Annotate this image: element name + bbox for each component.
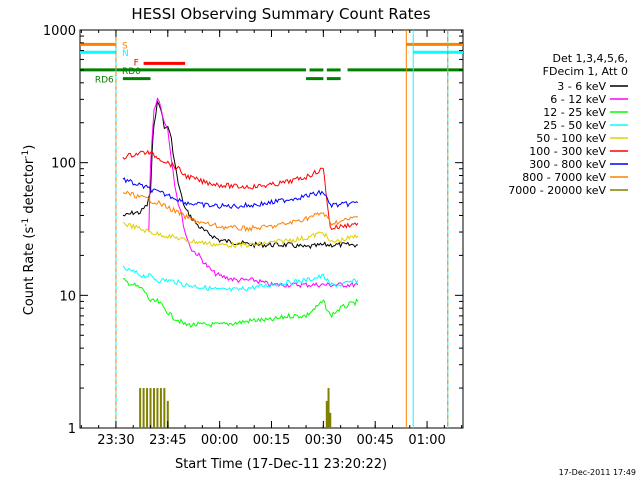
- legend-label: 7000 - 20000 keV: [508, 184, 606, 197]
- legend-label: 100 - 300 keV: [529, 145, 606, 158]
- legend-label: 3 - 6 keV: [557, 80, 606, 93]
- series-line-300-800-kev: [122, 177, 359, 210]
- legend-header: FDecim 1, Att 0: [543, 65, 628, 78]
- footer-timestamp: 17-Dec-2011 17:49: [559, 468, 636, 477]
- y-tick-label: 100: [51, 157, 76, 172]
- y-tick-label: 1: [68, 422, 76, 437]
- state-bar-label-rd6: RD6: [95, 76, 114, 86]
- y-axis-label-part: -1: [21, 218, 31, 227]
- series-lines: [122, 97, 359, 428]
- state-bar-label-s: S: [122, 41, 128, 51]
- series-line-12-25-kev: [122, 278, 359, 329]
- x-tick-label: 00:00: [201, 433, 238, 448]
- axes: 23:30 23:45 00:00 00:15 00:30 00:45 01:00 1 10 10…: [43, 24, 463, 448]
- legend-label: 12 - 25 keV: [543, 106, 606, 119]
- x-tick-label: 00:45: [356, 433, 393, 448]
- legend: Det 1,3,4,5,6,FDecim 1, Att 0 3 - 6 keV6 …: [508, 52, 628, 197]
- x-axis-label: Start Time (17-Dec-11 23:20:22): [175, 457, 387, 472]
- series-line-50-100-kev: [122, 221, 359, 249]
- y-tick-label: 10: [59, 289, 76, 304]
- y-axis-label-part: Count Rate (s: [22, 227, 37, 316]
- legend-label: 300 - 800 keV: [529, 158, 606, 171]
- y-axis-label-part: ): [22, 145, 37, 150]
- x-tick-label: 00:30: [305, 433, 342, 448]
- legend-label: 50 - 100 keV: [536, 132, 606, 145]
- legend-label: 25 - 50 keV: [543, 119, 606, 132]
- y-tick-label: 1000: [43, 24, 76, 39]
- y-axis-label: Count Rate (s-1 detector-1): [21, 145, 37, 316]
- legend-label: 6 - 12 keV: [550, 93, 606, 106]
- series-line-6-12-kev: [148, 97, 359, 289]
- chart-title: HESSI Observing Summary Count Rates: [131, 5, 430, 23]
- legend-header: Det 1,3,4,5,6,: [552, 52, 628, 65]
- x-tick-label: 23:45: [149, 433, 186, 448]
- series-line-100-300-kev: [122, 149, 359, 231]
- x-tick-label: 01:00: [408, 433, 445, 448]
- y-axis-label-part: detector: [22, 158, 37, 218]
- series-line-800-7000-kev: [122, 190, 358, 233]
- y-axis-label-part: -1: [21, 150, 31, 159]
- x-tick-label: 23:30: [97, 433, 134, 448]
- x-tick-label: 00:15: [253, 433, 290, 448]
- state-bar-label-f: F: [134, 58, 139, 68]
- legend-label: 800 - 7000 keV: [522, 171, 606, 184]
- state-bar-label-n: N: [122, 49, 129, 59]
- series-line-25-50-kev: [122, 265, 359, 292]
- state-bar-label-rd0: RD0: [122, 67, 141, 77]
- vertical-markers: [115, 30, 449, 428]
